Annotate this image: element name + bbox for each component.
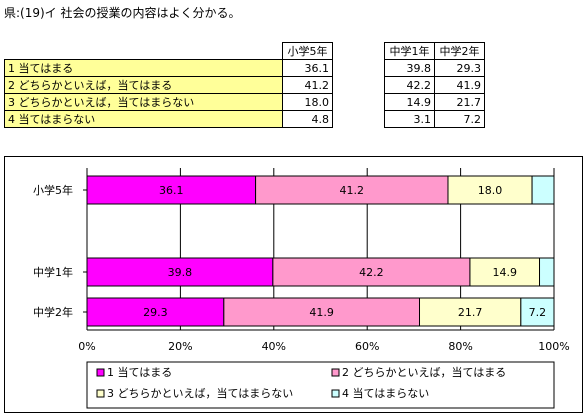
x-tick-label: 40%: [262, 340, 286, 353]
table-row: 3 どちらかといえば，当てはまらない 18.0 14.9 21.7: [4, 93, 485, 111]
bar-segment: [520, 297, 555, 327]
x-tick-label: 60%: [355, 340, 379, 353]
bar-segment: [255, 175, 449, 205]
legend-swatch: [331, 368, 340, 377]
data-table: 小学5年 中学1年 中学2年 1 当てはまる 36.1 39.8 29.3 2 …: [4, 42, 485, 128]
x-tick-label: 20%: [168, 340, 192, 353]
bar-segment: [531, 175, 555, 205]
cell-jh2: 41.9: [434, 76, 485, 94]
bar-segment: [539, 257, 555, 287]
category-label: 中学2年: [33, 305, 73, 319]
chart-frame: [4, 156, 583, 413]
cell-grade5: 18.0: [282, 93, 333, 111]
legend-label: 4 当てはまらない: [342, 386, 429, 400]
legend-swatch: [96, 368, 105, 377]
data-label: 41.9: [309, 306, 334, 319]
data-label: 39.8: [168, 266, 193, 279]
table-header-grade5: 小学5年: [282, 42, 333, 60]
bar-segment: [469, 257, 541, 287]
legend-swatch: [96, 389, 105, 398]
data-label: 41.2: [340, 184, 365, 197]
table-header-jh2: 中学2年: [434, 42, 485, 60]
x-tick-label: 0%: [78, 340, 95, 353]
page-title: 県:(19)イ 社会の授業の内容はよく分かる。: [4, 6, 241, 20]
category-label: 小学5年: [33, 183, 73, 197]
legend-swatch: [331, 389, 340, 398]
legend-label: 2 どちらかといえば，当てはまる: [342, 365, 506, 379]
legend-box: [86, 361, 555, 409]
row-label: 4 当てはまらない: [4, 110, 283, 128]
data-label: 7.2: [529, 306, 547, 319]
cell-jh1: 3.1: [384, 110, 435, 128]
row-label: 2 どちらかといえば，当てはまる: [4, 76, 283, 94]
table-header-jh1: 中学1年: [384, 42, 435, 60]
data-label: 18.0: [478, 184, 503, 197]
bar-segment: [223, 297, 421, 327]
table-row: 4 当てはまらない 4.8 3.1 7.2: [4, 110, 485, 128]
data-label: 42.2: [359, 266, 384, 279]
category-label: 中学1年: [33, 265, 73, 279]
table-row: 2 どちらかといえば，当てはまる 41.2 42.2 41.9: [4, 76, 485, 94]
data-label: 29.3: [143, 306, 168, 319]
data-label: 36.1: [159, 184, 184, 197]
x-tick-label: 80%: [448, 340, 472, 353]
bar-segment: [86, 257, 274, 287]
cell-grade5: 4.8: [282, 110, 333, 128]
data-label: 21.7: [458, 306, 483, 319]
bar-segment: [419, 297, 522, 327]
x-tick-label: 100%: [538, 340, 569, 353]
legend-label: 1 当てはまる: [107, 365, 172, 379]
cell-jh2: 7.2: [434, 110, 485, 128]
legend-label: 3 どちらかといえば，当てはまらない: [107, 386, 293, 400]
row-label: 3 どちらかといえば，当てはまらない: [4, 93, 283, 111]
data-label: 14.9: [492, 266, 517, 279]
bar-segment: [86, 297, 225, 327]
